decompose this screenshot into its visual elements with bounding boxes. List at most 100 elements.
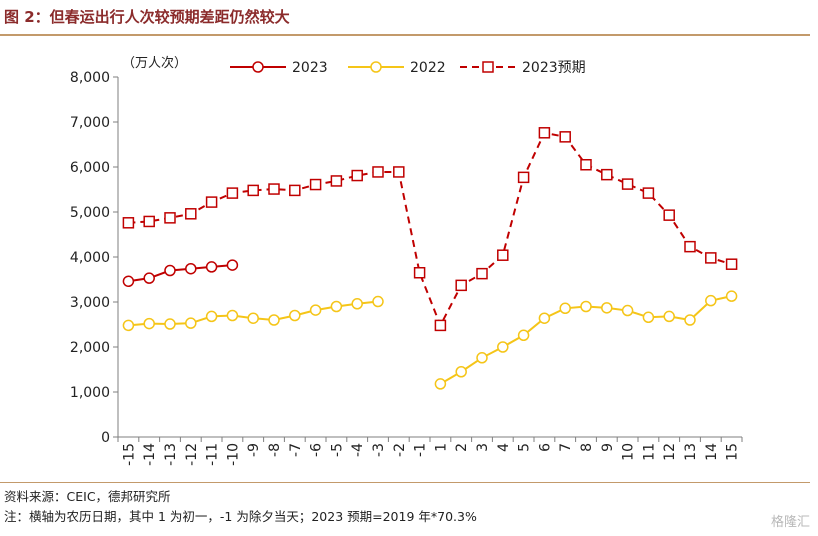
series-1-point [185, 317, 197, 329]
x-tick-label: 7 [558, 443, 574, 452]
series-1-point [455, 366, 467, 378]
series-2-point [434, 319, 447, 332]
series-2-point [517, 171, 530, 184]
series-2-point [226, 187, 239, 199]
x-tick-label: -4 [350, 443, 366, 457]
x-tick-label: 2 [454, 443, 470, 452]
series-2-point [725, 258, 738, 270]
series-2-line [128, 131, 732, 328]
legend-label: 2022 [410, 60, 446, 76]
series-0-point [226, 259, 239, 271]
x-tick-label: 5 [517, 443, 533, 452]
y-tick-label: 8,000 [70, 70, 110, 86]
y-tick-label: 3,000 [70, 295, 110, 311]
y-tick-label: 0 [101, 430, 110, 446]
series-1-point [309, 304, 322, 316]
y-tick-label: 2,000 [70, 340, 110, 356]
x-tick-label: 9 [600, 443, 616, 452]
x-tick-label: -15 [121, 443, 137, 466]
series-1-point [705, 294, 717, 307]
series-1-point [351, 298, 363, 310]
x-tick-label: 12 [662, 443, 678, 461]
series-2-point [601, 168, 613, 181]
series-2-point [122, 217, 135, 229]
series-0-point [164, 264, 176, 277]
series-2-point [351, 169, 363, 182]
series-1-point [122, 319, 135, 332]
x-tick-label: 3 [475, 443, 491, 452]
x-tick-label: -10 [225, 443, 241, 466]
series-1-point [372, 295, 384, 308]
series-1-point [559, 302, 571, 315]
series-0-point [185, 262, 197, 275]
x-tick-label: -12 [184, 443, 200, 466]
series-2-point [663, 209, 675, 221]
x-tick-label: -9 [246, 443, 262, 457]
x-tick-label: -5 [329, 443, 345, 457]
series-2-point [476, 267, 488, 280]
series-1-point [580, 300, 592, 313]
y-tick-label: 4,000 [70, 250, 110, 266]
series-1-point [663, 310, 675, 323]
watermark-logo: 格隆汇 [770, 515, 810, 530]
series-2-point [580, 159, 592, 171]
series-1-point [247, 312, 259, 324]
source-note: 资料来源：CEIC，德邦研究所 [4, 489, 171, 504]
x-tick-label: 6 [537, 443, 553, 452]
series-2-point [164, 212, 176, 224]
x-tick-label: 11 [641, 443, 657, 461]
series-2-point [455, 279, 467, 292]
legend-marker [482, 61, 494, 73]
x-tick-label: 4 [496, 443, 512, 452]
x-tick-label: -7 [288, 443, 304, 457]
x-tick-label: 15 [725, 443, 741, 461]
x-tick-label: -11 [205, 443, 221, 466]
y-tick-label: 5,000 [70, 205, 110, 221]
series-1-point [725, 290, 738, 302]
legend-label: 2023预期 [522, 60, 586, 76]
series-2-point [393, 166, 405, 178]
x-tick-label: 10 [621, 443, 637, 461]
series-2-point [559, 131, 571, 143]
footnote: 注：横轴为农历日期，其中 1 为初一，-1 为除夕当天；2023 预期=2019… [4, 509, 477, 524]
series-1-point [517, 329, 530, 342]
series-2-point [538, 127, 551, 139]
x-tick-label: -13 [163, 443, 179, 466]
series-1-point [684, 314, 696, 326]
x-tick-label: -3 [371, 443, 387, 457]
series-1-point [205, 310, 218, 323]
x-tick-label: -1 [413, 443, 429, 457]
line-chart: 0 1,000 2,000 3,000 4,000 5,000 6,000 7,000 8,00… [70, 55, 743, 466]
series-2-point [309, 178, 322, 191]
x-tick-label: 8 [579, 443, 595, 452]
series-2-point [247, 184, 259, 197]
x-tick-label: -6 [309, 443, 325, 457]
series-2-point [705, 252, 717, 264]
series-1-point [476, 352, 488, 364]
series-2-point [185, 208, 197, 220]
x-tick-label: -8 [267, 443, 283, 457]
x-tick-label: 14 [704, 443, 720, 461]
series-2-point [205, 196, 218, 208]
footer-divider [0, 482, 810, 483]
series-1-point [642, 311, 655, 324]
legend-label: 2023 [292, 60, 328, 76]
series-0-point [205, 261, 218, 273]
series-1-point [226, 309, 239, 322]
series-2-point [642, 187, 655, 199]
legend-marker [252, 61, 264, 73]
series-1-point [601, 302, 613, 314]
series-2-point [330, 175, 343, 187]
series-0-point [143, 272, 155, 284]
y-axis-label: （万人次） [122, 55, 187, 71]
series-1-point [289, 309, 301, 322]
series-1-point [268, 314, 280, 326]
series-2-point [268, 183, 280, 195]
series-2-point [289, 184, 301, 197]
series-1-point [330, 300, 343, 313]
series-2-point [684, 240, 696, 253]
x-tick-label: -14 [142, 443, 158, 466]
series-1-point [621, 304, 634, 317]
series-1-point [497, 341, 509, 353]
y-tick-label: 6,000 [70, 160, 110, 176]
